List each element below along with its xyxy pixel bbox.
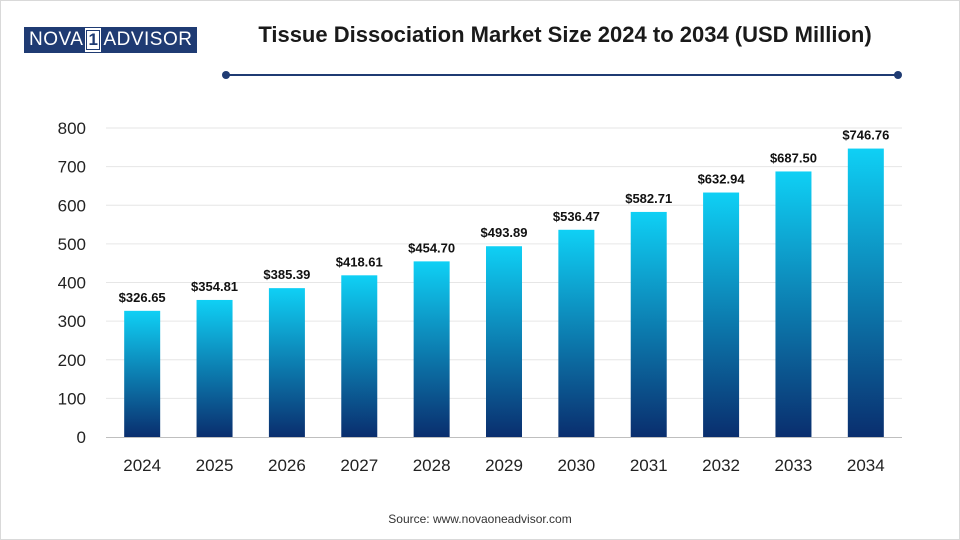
x-tick-label: 2027 [340, 456, 378, 475]
y-tick-label: 700 [58, 158, 86, 177]
bar [703, 192, 740, 437]
data-label: $582.71 [625, 191, 672, 206]
x-tick-label: 2030 [557, 456, 595, 475]
x-tick-label: 2028 [413, 456, 451, 475]
x-tick-label: 2025 [196, 456, 234, 475]
bar [847, 148, 884, 437]
x-axis-ticks: 2024 2025 2026 2027 2028 2029 2030 2031 2032 2033… [123, 456, 884, 475]
y-tick-label: 300 [58, 312, 86, 331]
data-label: $454.70 [408, 240, 455, 255]
bar [341, 275, 378, 437]
brand-logo: NOVA 1 ADVISOR [24, 27, 198, 53]
source-note: Source: www.novaoneadvisor.com [388, 512, 572, 526]
data-label: $536.47 [553, 209, 600, 224]
y-tick-label: 500 [58, 235, 86, 254]
y-tick-label: 600 [58, 196, 86, 215]
x-tick-label: 2029 [485, 456, 523, 475]
y-tick-label: 200 [58, 351, 86, 370]
logo-text-left: NOVA [25, 28, 86, 52]
y-tick-label: 100 [58, 389, 86, 408]
y-axis-ticks: 0 100 200 300 400 500 600 700 800 [58, 119, 86, 447]
x-tick-label: 2034 [847, 456, 885, 475]
logo-text-right: ADVISOR [101, 28, 197, 52]
x-tick-label: 2024 [123, 456, 161, 475]
x-tick-label: 2033 [775, 456, 813, 475]
bar [413, 261, 450, 437]
data-label: $746.76 [842, 128, 889, 143]
x-tick-label: 2031 [630, 456, 668, 475]
data-label: $687.50 [770, 150, 817, 165]
data-label: $354.81 [191, 279, 238, 294]
data-label: $493.89 [481, 225, 528, 240]
bar [775, 171, 812, 437]
data-label: $326.65 [119, 290, 166, 305]
y-tick-label: 800 [58, 119, 86, 138]
data-labels: $326.65 $354.81 $385.39 $418.61 $454.70 $493.… [119, 128, 890, 305]
logo-text-mid: 1 [86, 30, 101, 50]
data-label: $632.94 [698, 172, 746, 187]
y-tick-label: 400 [58, 274, 86, 293]
underline-dot-left [222, 71, 230, 79]
bar [558, 229, 595, 437]
bars [124, 148, 884, 437]
title-underline [222, 71, 902, 79]
x-tick-label: 2026 [268, 456, 306, 475]
data-label: $385.39 [263, 267, 310, 282]
bar [486, 246, 522, 437]
bar [196, 299, 233, 437]
y-tick-label: 0 [77, 428, 86, 447]
data-label: $418.61 [336, 254, 383, 269]
x-tick-label: 2032 [702, 456, 740, 475]
bar [124, 310, 161, 437]
bar [630, 211, 667, 437]
bar [268, 288, 305, 437]
underline-dot-right [894, 71, 902, 79]
chart-title: Tissue Dissociation Market Size 2024 to … [258, 22, 872, 47]
